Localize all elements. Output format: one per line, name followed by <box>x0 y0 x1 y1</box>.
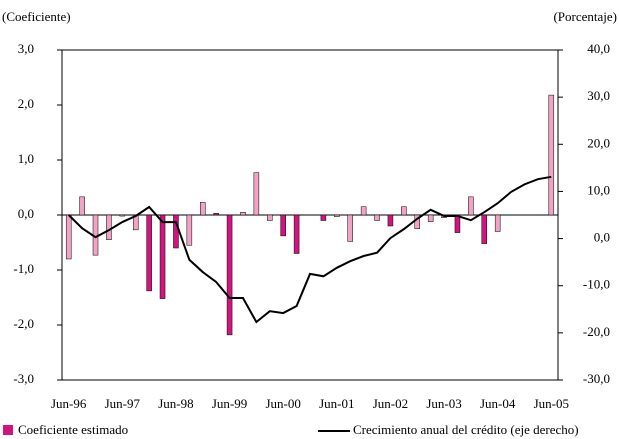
legend-swatch <box>3 425 13 435</box>
y2-axis-label: (Porcentaje) <box>553 9 617 24</box>
y2-tick-label: 0,0 <box>594 230 610 245</box>
bar <box>293 214 300 254</box>
bar <box>253 172 260 216</box>
bar <box>186 214 193 246</box>
bar <box>79 196 85 216</box>
y-tick-label: 0,0 <box>18 206 34 221</box>
bar <box>267 214 273 221</box>
bar <box>347 214 353 242</box>
bar <box>427 214 434 222</box>
y2-tick-label: 10,0 <box>587 182 610 197</box>
bar <box>226 214 233 336</box>
bar <box>468 196 474 216</box>
y2-tick-label: 20,0 <box>587 135 610 150</box>
bar <box>106 214 112 240</box>
x-tick-label: Jun-97 <box>105 396 141 411</box>
bar <box>280 214 286 237</box>
bar <box>159 214 166 299</box>
x-tick-label: Jun-04 <box>480 396 516 411</box>
x-tick-label: Jun-05 <box>534 396 569 411</box>
y-tick-label: 1,0 <box>18 151 34 166</box>
x-tick-label: Jun-96 <box>51 396 87 411</box>
y2-tick-label: -20,0 <box>583 324 610 339</box>
x-tick-label: Jun-01 <box>319 396 354 411</box>
bar <box>173 214 179 249</box>
y-axis-label: (Coeficiente) <box>2 9 71 24</box>
bar <box>334 214 340 217</box>
y2-tick-label: -30,0 <box>583 371 610 386</box>
y2-tick-label: 30,0 <box>587 88 610 103</box>
legend-label: Crecimiento anual del crédito (eje derec… <box>353 422 579 437</box>
bar <box>454 214 461 233</box>
x-tick-label: Jun-99 <box>212 396 247 411</box>
y-tick-label: 3,0 <box>18 41 34 56</box>
y-tick-label: -3,0 <box>13 371 34 386</box>
y2-tick-label: 40,0 <box>587 41 610 56</box>
bar <box>200 202 206 216</box>
line <box>68 175 552 324</box>
bar <box>387 214 394 227</box>
bar <box>360 206 367 216</box>
bar <box>374 214 380 221</box>
bar <box>119 214 126 217</box>
bar <box>494 214 501 232</box>
x-tick-label: Jun-00 <box>265 396 300 411</box>
bar <box>548 94 555 216</box>
bar <box>146 214 152 292</box>
x-tick-label: Jun-02 <box>373 396 408 411</box>
bar <box>240 212 246 216</box>
x-tick-label: Jun-03 <box>426 396 461 411</box>
y-tick-label: 2,0 <box>18 96 34 111</box>
bar <box>481 214 488 244</box>
y-tick-label: -1,0 <box>13 261 34 276</box>
y-tick-label: -2,0 <box>13 316 34 331</box>
x-tick-label: Jun-98 <box>158 396 193 411</box>
legend-label: Coeficiente estimado <box>18 422 128 437</box>
bar <box>401 206 407 216</box>
y2-tick-label: -10,0 <box>583 277 610 292</box>
bar <box>65 214 72 260</box>
bar <box>213 213 219 216</box>
bar <box>320 214 327 221</box>
